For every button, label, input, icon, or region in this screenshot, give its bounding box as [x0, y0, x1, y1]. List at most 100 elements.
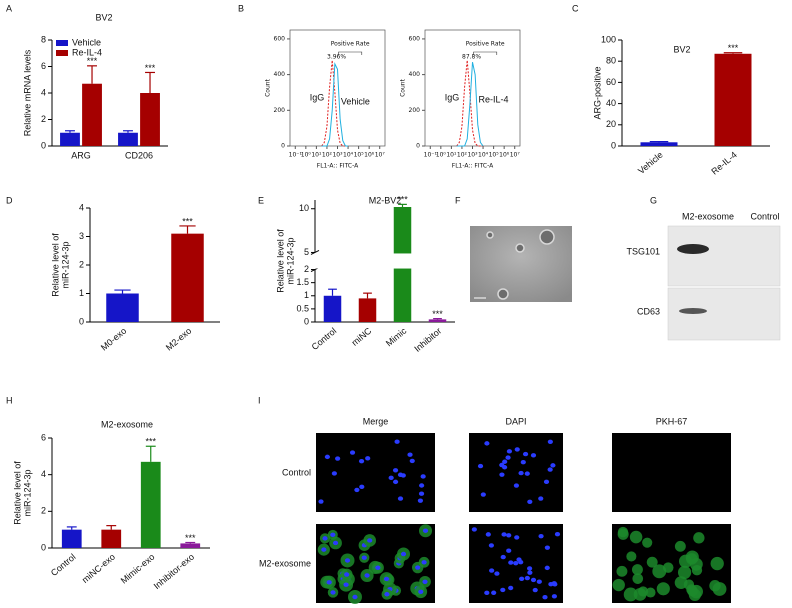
- y-tick-label: 2: [79, 259, 84, 269]
- nucleus: [524, 575, 530, 581]
- row-label: M2-exosome: [259, 558, 311, 568]
- panel-letter: C: [572, 3, 579, 13]
- nucleus: [324, 454, 330, 460]
- column-label: PKH-67: [656, 416, 688, 426]
- nucleus: [524, 471, 530, 476]
- nucleus: [532, 587, 538, 593]
- gate-title: Positive Rate: [466, 41, 505, 48]
- nucleus: [516, 557, 522, 562]
- lane-label: M2-exosome: [682, 211, 734, 221]
- bar: [61, 529, 82, 548]
- y-tick-label: 2: [41, 506, 46, 516]
- bar: [323, 295, 342, 322]
- x-tick-label: CD206: [125, 150, 153, 160]
- nucleus: [422, 528, 429, 533]
- nucleus: [501, 532, 507, 537]
- nucleus: [508, 560, 514, 565]
- nucleus: [422, 579, 428, 584]
- y-tick-label: 1: [304, 290, 309, 300]
- column-label: Merge: [363, 416, 389, 426]
- bar: [60, 132, 80, 146]
- x-tick-label: 10²: [457, 152, 468, 159]
- significance: ***: [185, 533, 196, 543]
- nucleus: [484, 590, 490, 596]
- panel-letter: G: [650, 195, 657, 205]
- y-tick-label: 10: [299, 203, 309, 213]
- gate-label: 3.96%: [327, 54, 346, 61]
- nucleus: [499, 472, 505, 477]
- density-curve: [456, 62, 484, 147]
- significance: ***: [145, 437, 156, 447]
- nucleus: [361, 555, 367, 560]
- nucleus: [520, 459, 526, 465]
- y-tick-label: 6: [41, 432, 46, 442]
- panel-letter: D: [6, 195, 13, 205]
- protein-label: TSG101: [626, 246, 660, 256]
- y-tick-label: 4: [79, 202, 84, 212]
- significance: ***: [432, 309, 443, 319]
- nucleus: [384, 592, 390, 597]
- y-tick-label: 0: [281, 143, 285, 150]
- gate-label: 87.8%: [462, 54, 481, 61]
- nucleus: [491, 590, 497, 595]
- bar: [180, 543, 201, 548]
- x-tick-label: Inhibitor: [412, 326, 443, 354]
- nucleus: [505, 455, 511, 460]
- nucleus: [542, 594, 548, 600]
- nucleus: [392, 468, 399, 473]
- y-tick-label: 0: [41, 542, 46, 552]
- chart-title: BV2: [673, 44, 690, 54]
- nucleus: [477, 463, 484, 469]
- y-tick-label: 6: [41, 61, 46, 71]
- nucleus: [358, 458, 365, 464]
- fluorescence-image: [612, 433, 731, 512]
- green-cell: [678, 554, 693, 568]
- nucleus: [354, 487, 360, 493]
- green-cell: [631, 564, 643, 576]
- x-tick-label: Inhibitor-exo: [152, 552, 196, 591]
- y-axis-label: ARG-positive: [592, 66, 602, 119]
- x-tick-label: 10⁻¹: [289, 152, 303, 159]
- row-label: Control: [282, 467, 311, 477]
- green-cell: [629, 530, 643, 544]
- x-tick-label: Re-IL-4: [709, 150, 738, 177]
- y-tick-label: 20: [606, 119, 616, 129]
- nucleus: [522, 451, 529, 457]
- green-cell: [617, 526, 629, 538]
- y-tick-label: 5: [304, 247, 309, 257]
- nucleus: [352, 594, 358, 600]
- chart-title: BV2: [95, 12, 112, 22]
- y-tick-label: 60: [606, 77, 616, 87]
- green-cell: [689, 584, 703, 599]
- y-tick-label: 80: [606, 56, 616, 66]
- x-tick-label: 10¹: [311, 152, 322, 159]
- significance: ***: [397, 195, 408, 205]
- nucleus: [548, 582, 554, 587]
- nucleus: [506, 533, 512, 538]
- bar: [714, 53, 752, 146]
- series-label: Re-IL-4: [479, 94, 509, 104]
- nucleus: [388, 475, 394, 481]
- green-cell: [710, 556, 724, 571]
- x-tick-label: miNC-exo: [80, 552, 117, 585]
- y-tick-label: 1: [79, 288, 84, 298]
- significance: ***: [182, 216, 193, 226]
- y-axis-label: miR-124-3p: [22, 469, 32, 516]
- y-tick-label: 0: [416, 143, 420, 150]
- y-axis-label: Count: [265, 78, 272, 96]
- nucleus: [417, 498, 424, 503]
- x-tick-label: 10⁴: [343, 152, 354, 159]
- y-tick-label: 200: [409, 107, 421, 114]
- green-cell: [656, 582, 670, 596]
- nucleus: [514, 447, 520, 452]
- nucleus: [367, 538, 373, 543]
- bar: [106, 293, 139, 322]
- y-tick-label: 0.5: [296, 303, 309, 313]
- legend-label: Vehicle: [72, 37, 101, 47]
- nucleus: [550, 463, 556, 468]
- nucleus: [499, 462, 505, 468]
- nucleus: [547, 439, 553, 444]
- nucleus: [418, 491, 425, 496]
- nucleus: [527, 499, 533, 504]
- nucleus: [330, 590, 336, 595]
